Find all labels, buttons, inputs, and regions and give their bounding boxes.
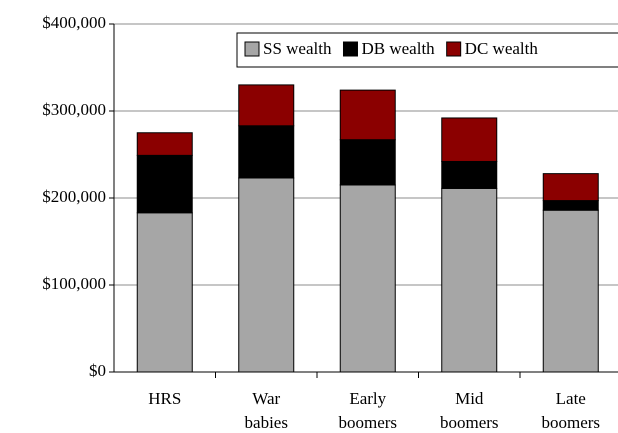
bar-segment xyxy=(238,84,295,127)
y-tick-label: $400,000 xyxy=(42,13,106,32)
x-tick-label: Late boomers xyxy=(541,389,600,432)
bar-segment xyxy=(542,200,599,211)
y-tick-label: $200,000 xyxy=(42,187,106,206)
bar-segment xyxy=(441,160,498,189)
x-tick-label: Early boomers xyxy=(338,389,397,432)
bar-segment xyxy=(339,184,396,373)
bar-segment xyxy=(339,139,396,186)
legend-label: DB wealth xyxy=(361,39,435,58)
legend-box xyxy=(236,32,618,68)
y-tick-label: $0 xyxy=(89,361,106,380)
bar-segment xyxy=(136,154,193,214)
bar-segment xyxy=(542,209,599,373)
bar-segment xyxy=(136,212,193,373)
bar-segment xyxy=(441,117,498,162)
legend-swatch xyxy=(244,41,260,57)
legend-label: SS wealth xyxy=(263,39,332,58)
bar-segment xyxy=(339,89,396,141)
y-tick-label: $300,000 xyxy=(42,100,106,119)
legend-label: DC wealth xyxy=(465,39,539,58)
bar-segment xyxy=(441,187,498,373)
legend-swatch xyxy=(446,41,462,57)
x-tick-label: Mid boomers xyxy=(440,389,499,432)
legend-swatch xyxy=(342,41,358,57)
bar-segment xyxy=(542,173,599,202)
y-tick-label: $100,000 xyxy=(42,274,106,293)
bar-segment xyxy=(238,125,295,179)
bar-segment xyxy=(136,132,193,156)
bar-segment xyxy=(238,177,295,373)
x-tick-label: HRS xyxy=(148,389,181,408)
x-tick-label: War babies xyxy=(245,389,288,432)
